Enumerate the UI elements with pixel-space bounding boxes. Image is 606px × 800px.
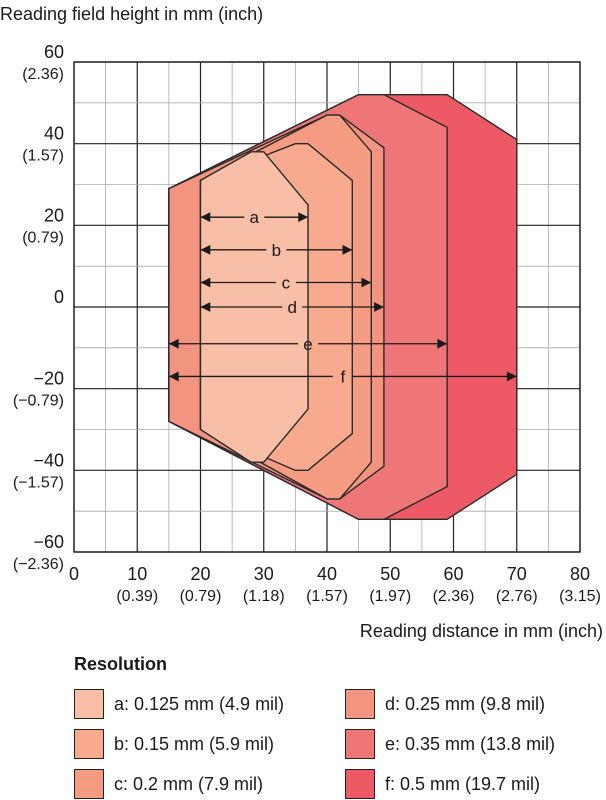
x-tick-label: 70: [507, 564, 527, 584]
range-marker-f: f: [168, 367, 517, 386]
x-tick-sublabel: (2.36): [433, 588, 475, 605]
range-marker-a: a: [200, 208, 309, 227]
x-tick-sublabel: (2.76): [496, 588, 538, 605]
y-tick-label: −20: [33, 369, 64, 389]
legend-swatch: [74, 729, 104, 759]
axis-ticks: 0 10 (0.39) 20 (0.79) 30 (1.18) 40 (1.57) 50 (1.97…: [13, 42, 601, 605]
x-tick-label: 0: [69, 564, 79, 584]
arrow-right-icon: [506, 371, 517, 382]
y-tick-label: −60: [33, 532, 64, 552]
y-tick-sublabel: (−2.36): [13, 556, 64, 573]
legend-item-f: f: 0.5 mm (19.7 mil): [345, 768, 540, 800]
x-tick-label: 50: [380, 564, 400, 584]
y-tick-label: 0: [54, 287, 64, 307]
x-tick-sublabel: (0.39): [116, 588, 158, 605]
y-tick-label: 60: [44, 42, 64, 62]
legend-label: b: 0.15 mm (5.9 mil): [114, 733, 275, 754]
x-tick-label: 40: [317, 564, 337, 584]
legend-label: a: 0.125 mm (4.9 mil): [114, 693, 285, 714]
x-tick-label: 10: [127, 564, 147, 584]
range-label: b: [272, 241, 281, 260]
x-tick-label: 20: [190, 564, 210, 584]
x-tick-sublabel: (1.57): [306, 588, 348, 605]
x-axis-label: Reading distance in mm (inch): [360, 621, 603, 641]
chart-title: Reading field height in mm (inch): [0, 4, 263, 24]
arrow-left-icon: [200, 244, 211, 255]
arrow-left-icon: [200, 302, 211, 312]
range-label: f: [340, 367, 345, 386]
y-tick-sublabel: (0.79): [22, 229, 64, 246]
range-marker-c: c: [200, 274, 372, 293]
x-tick-sublabel: (1.18): [243, 588, 285, 605]
reading-field-chart: Reading field height in mm (inch) f edcba…: [0, 4, 603, 641]
legend-swatch: [345, 729, 375, 759]
arrow-left-icon: [168, 371, 179, 382]
range-label: a: [250, 208, 260, 227]
arrow-left-icon: [200, 277, 211, 288]
legend-title: Resolution: [74, 654, 167, 674]
x-tick-sublabel: (1.97): [369, 588, 411, 605]
arrow-right-icon: [342, 244, 353, 255]
legend-label: f: 0.5 mm (19.7 mil): [385, 773, 541, 794]
legend-item-d: d: 0.25 mm (9.8 mil): [345, 688, 545, 720]
range-label: e: [303, 335, 312, 354]
legend-swatch: [74, 689, 104, 719]
range-label: c: [282, 274, 291, 293]
x-tick-sublabel: (0.79): [180, 588, 222, 605]
legend-item-c: c: 0.2 mm (7.9 mil): [74, 768, 263, 800]
plot-frame: [73, 61, 581, 553]
y-tick-sublabel: (−1.57): [13, 474, 64, 491]
legend-swatch: [74, 769, 104, 799]
legend-label: c: 0.2 mm (7.9 mil): [114, 773, 264, 794]
legend-item-a: a: 0.125 mm (4.9 mil): [74, 688, 284, 720]
range-label: d: [287, 298, 296, 317]
y-tick-label: 20: [44, 205, 64, 225]
range-marker-b: b: [200, 241, 353, 260]
arrow-left-icon: [168, 338, 179, 349]
arrow-left-icon: [200, 212, 211, 223]
y-tick-label: −40: [33, 450, 64, 470]
y-tick-sublabel: (2.36): [22, 66, 64, 83]
arrow-right-icon: [374, 302, 384, 312]
y-tick-label: 40: [44, 124, 64, 144]
legend-item-b: b: 0.15 mm (5.9 mil): [74, 728, 274, 760]
legend-label: e: 0.35 mm (13.8 mil): [385, 733, 556, 754]
y-tick-sublabel: (1.57): [22, 148, 64, 165]
x-tick-label: 60: [443, 564, 463, 584]
arrow-right-icon: [437, 338, 448, 349]
x-tick-label: 80: [570, 564, 590, 584]
legend-swatch: [345, 689, 375, 719]
x-tick-sublabel: (3.15): [559, 588, 601, 605]
arrow-right-icon: [298, 212, 309, 223]
y-tick-sublabel: (−0.79): [13, 393, 64, 410]
legend-swatch: [345, 769, 375, 799]
arrow-right-icon: [361, 277, 372, 288]
range-marker-e: e: [168, 335, 448, 354]
range-marker-d: d: [200, 298, 384, 317]
legend-label: d: 0.25 mm (9.8 mil): [385, 693, 546, 714]
legend-item-e: e: 0.35 mm (13.8 mil): [345, 728, 555, 760]
x-tick-label: 30: [254, 564, 274, 584]
